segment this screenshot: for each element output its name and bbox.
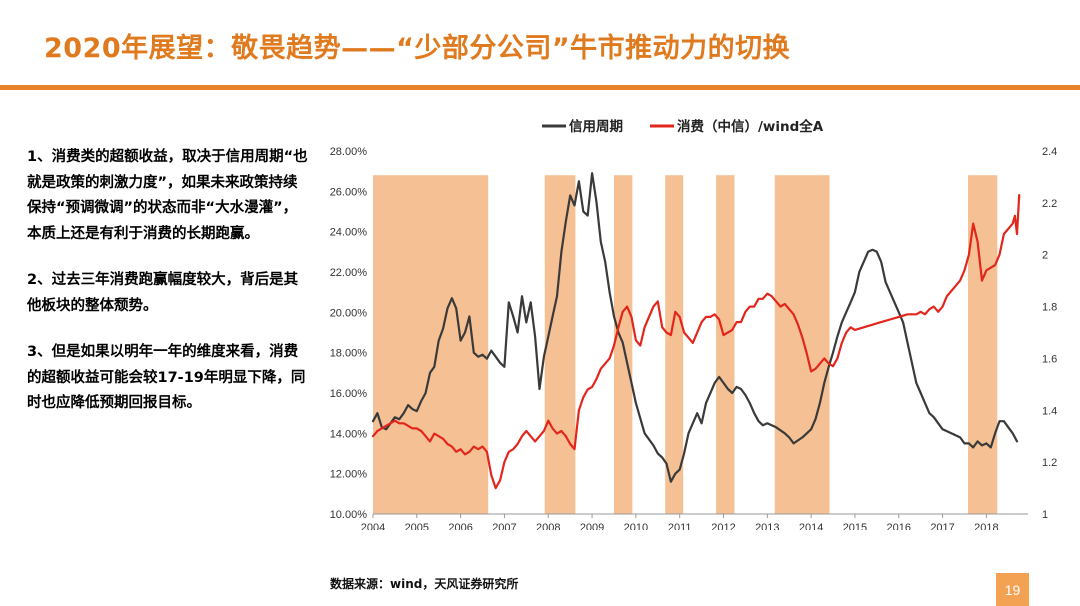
y-right-tick-label: 2.2 xyxy=(1042,198,1057,210)
bullet-point-3: 3、但是如果以明年一年的维度来看，消费的超额收益可能会较17-19年明显下降，同… xyxy=(27,344,306,411)
x-tick-label: 2004 xyxy=(361,522,385,530)
x-tick-label: 2012 xyxy=(711,522,735,530)
x-tick-label: 2009 xyxy=(580,522,604,530)
y-left-tick-label: 20.00% xyxy=(330,307,368,319)
x-tick-label: 2015 xyxy=(843,522,867,530)
bullet-list: 1、消费类的超额收益，取决于信用周期“也就是政策的刺激力度”，如果未来政策持续保… xyxy=(27,145,309,438)
x-tick-label: 2011 xyxy=(668,522,692,530)
x-tick-label: 2014 xyxy=(799,522,823,530)
y-left-tick-label: 14.00% xyxy=(330,428,368,440)
shaded-period-4 xyxy=(665,175,684,514)
bullet-point-2: 2、过去三年消费跑赢幅度较大，背后是其他板块的整体颓势。 xyxy=(27,272,299,314)
x-tick-label: 2010 xyxy=(624,522,648,530)
x-tick-label: 2007 xyxy=(492,522,516,530)
legend-label-consumer-ratio: 消费（中信）/wind全A xyxy=(677,118,824,135)
x-tick-label: 2018 xyxy=(974,522,998,530)
slide-title: 2020年展望：敬畏趋势——“少部分公司”牛市推动力的切换 xyxy=(44,33,791,64)
shaded-period-1 xyxy=(373,175,489,514)
dual-axis-line-chart: 2004 2005 2006 2007 2008 2009 2010 2011 2012 2013… xyxy=(316,110,1080,530)
data-source-note: 数据来源：wind，天风证券研究所 xyxy=(330,577,519,591)
y-left-tick-label: 16.00% xyxy=(330,388,368,400)
y-left-tick-label: 12.00% xyxy=(330,469,368,481)
x-tick-label: 2005 xyxy=(405,522,429,530)
y-right-tick-label: 2 xyxy=(1042,250,1048,262)
credit-cycle-series-line xyxy=(371,172,1019,483)
bullet-point-1: 1、消费类的超额收益，取决于信用周期“也就是政策的刺激力度”，如果未来政策持续保… xyxy=(27,149,308,242)
y-left-tick-label: 18.00% xyxy=(330,348,368,360)
y-right-tick-label: 1.6 xyxy=(1042,353,1057,365)
y-left-tick-label: 24.00% xyxy=(330,227,368,239)
x-tick-label: 2016 xyxy=(887,522,911,530)
y-right-tick-label: 1 xyxy=(1042,509,1048,521)
y-left-tick-label: 28.00% xyxy=(330,146,368,158)
shaded-period-2 xyxy=(544,175,576,514)
y-left-tick-label: 22.00% xyxy=(330,267,368,279)
shaded-period-5 xyxy=(716,175,735,514)
y-right-tick-label: 1.8 xyxy=(1042,302,1057,314)
consumer-ratio-series-line xyxy=(371,193,1021,490)
title-divider xyxy=(0,85,1080,90)
y-left-tick-label: 26.00% xyxy=(330,186,368,198)
x-tick-label: 2013 xyxy=(755,522,779,530)
y-right-tick-label: 1.4 xyxy=(1042,405,1057,417)
legend-label-credit-cycle: 信用周期 xyxy=(569,118,623,135)
y-right-tick-label: 1.2 xyxy=(1042,457,1057,469)
x-tick-label: 2017 xyxy=(930,522,954,530)
page-number-badge: 19 xyxy=(996,573,1029,606)
y-left-tick-label: 10.00% xyxy=(330,509,368,521)
shaded-period-6 xyxy=(774,175,830,514)
y-right-tick-label: 2.4 xyxy=(1042,146,1057,158)
x-tick-label: 2008 xyxy=(536,522,560,530)
x-tick-label: 2006 xyxy=(448,522,472,530)
chart-canvas: 2004 2005 2006 2007 2008 2009 2010 2011 2012 2013… xyxy=(330,118,1058,530)
